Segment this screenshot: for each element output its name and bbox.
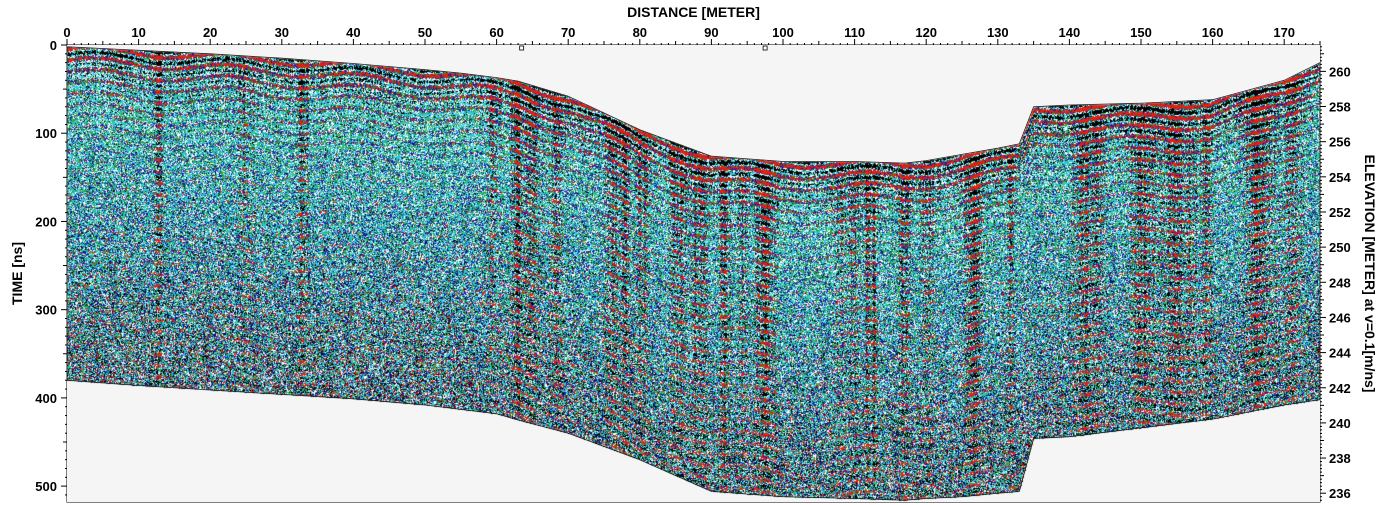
y-axis-left-title: TIME [ns] — [9, 242, 25, 305]
gpr-section-image — [67, 45, 1320, 502]
x-tick-label: 50 — [418, 25, 432, 40]
y-axis-right-title: ELEVATION [METER] at v=0.1[m/ns] — [1362, 155, 1378, 393]
x-tick-label: 70 — [561, 25, 575, 40]
y-right-tick-label: 246 — [1329, 310, 1351, 325]
y-right-tick-label: 248 — [1329, 275, 1351, 290]
x-tick-label: 170 — [1273, 25, 1295, 40]
x-tick-label: 10 — [131, 25, 145, 40]
y-right-tick-label: 240 — [1329, 416, 1351, 431]
x-tick-label: 150 — [1130, 25, 1152, 40]
x-tick-label: 0 — [63, 25, 70, 40]
x-tick-label: 60 — [489, 25, 503, 40]
y-tick-label: 500 — [35, 479, 57, 494]
y-right-tick-label: 238 — [1329, 451, 1351, 466]
y-tick-label: 200 — [35, 214, 57, 229]
y-right-tick-label: 236 — [1329, 486, 1351, 501]
x-tick-label: 80 — [633, 25, 647, 40]
x-tick-label: 140 — [1059, 25, 1081, 40]
y-tick-label: 100 — [35, 126, 57, 141]
y-right-tick-label: 256 — [1329, 135, 1351, 150]
axes: 0 10 20 30 40 50 60 70 80 90 100 110 120 130 140 150 160… — [35, 25, 1351, 501]
x-tick-label: 30 — [275, 25, 289, 40]
y-tick-label: 400 — [35, 391, 57, 406]
x-tick-label: 20 — [203, 25, 217, 40]
y-right-tick-label: 258 — [1329, 100, 1351, 115]
y-right-tick-label: 250 — [1329, 240, 1351, 255]
distance-marker — [519, 45, 525, 51]
y-right-tick-label: 242 — [1329, 381, 1351, 396]
x-tick-label: 160 — [1202, 25, 1224, 40]
y-right-tick-label: 254 — [1329, 170, 1351, 185]
x-axis-title: DISTANCE [METER] — [627, 4, 760, 20]
distance-marker — [762, 45, 768, 51]
x-tick-label: 110 — [844, 25, 865, 40]
y-right-tick-label: 260 — [1329, 64, 1351, 79]
x-tick-label: 90 — [704, 25, 718, 40]
y-tick-label: 300 — [35, 303, 57, 318]
distance-markers — [519, 45, 768, 51]
x-tick-label: 100 — [772, 25, 794, 40]
y-right-tick-label: 252 — [1329, 205, 1351, 220]
x-tick-label: 120 — [915, 25, 937, 40]
x-tick-label: 40 — [346, 25, 360, 40]
y-right-tick-label: 244 — [1329, 346, 1351, 361]
x-tick-label: 130 — [987, 25, 1009, 40]
y-tick-label: 0 — [50, 38, 57, 53]
section-outline — [66, 46, 1321, 501]
